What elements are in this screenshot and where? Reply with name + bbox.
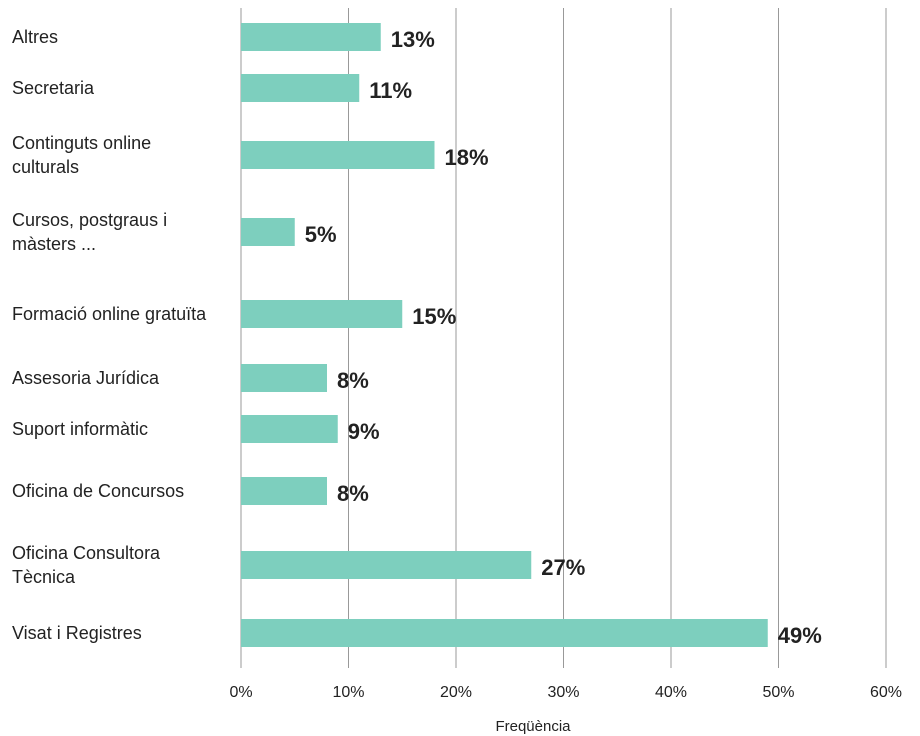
bar: [241, 364, 327, 392]
y-tick-label: Cursos, postgraus i màsters ...: [12, 210, 168, 254]
bar: [241, 74, 360, 102]
value-label: 11%: [369, 78, 412, 103]
bar: [241, 23, 381, 51]
x-tick-label: 30%: [547, 684, 579, 701]
value-label: 27%: [541, 555, 585, 580]
y-tick-label: Suport informàtic: [12, 419, 149, 439]
y-tick-label: Visat i Registres: [12, 623, 142, 643]
bar: [241, 619, 768, 647]
bar: [241, 300, 403, 328]
bar: [241, 141, 435, 169]
x-tick-label: 0%: [229, 684, 252, 701]
x-tick-label: 40%: [655, 684, 687, 701]
x-tick-label: 60%: [870, 684, 902, 701]
y-tick-label: Continguts online culturals: [12, 133, 152, 177]
bar: [241, 551, 532, 579]
value-label: 18%: [445, 145, 489, 170]
value-label: 13%: [391, 27, 435, 52]
x-tick-label: 20%: [440, 684, 472, 701]
value-label: 8%: [337, 368, 369, 393]
value-label: 9%: [348, 419, 380, 444]
y-tick-label: Oficina Consultora Tècnica: [12, 543, 161, 587]
bar: [241, 218, 295, 246]
x-tick-label: 10%: [332, 684, 364, 701]
value-label: 49%: [778, 623, 822, 648]
value-label: 5%: [305, 222, 337, 247]
y-tick-label: Secretaria: [12, 78, 95, 98]
value-label: 8%: [337, 481, 369, 506]
y-tick-label: Altres: [12, 27, 59, 47]
bar: [241, 477, 327, 505]
y-tick-label: Oficina de Concursos: [12, 481, 185, 501]
y-tick-label: Assesoria Jurídica: [12, 368, 160, 388]
value-label: 15%: [412, 304, 456, 329]
y-tick-label: Formació online gratuïta: [12, 304, 207, 324]
bar: [241, 415, 338, 443]
x-axis-label: Freqüència: [495, 718, 571, 735]
x-tick-label: 50%: [762, 684, 794, 701]
